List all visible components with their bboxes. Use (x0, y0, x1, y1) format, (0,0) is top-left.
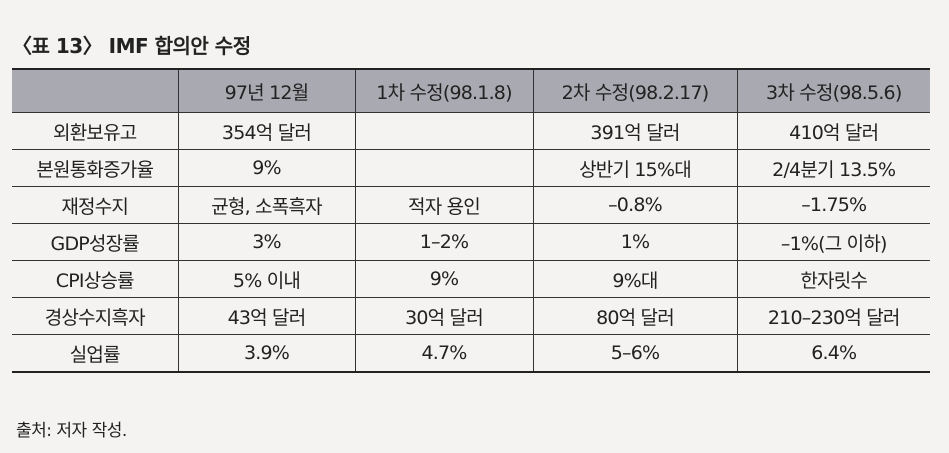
row-label: 본원통화증가율 (12, 149, 179, 187)
table-cell: 30억 달러 (354, 297, 534, 335)
column-header: 2차 수정(98.2.17) (532, 68, 738, 113)
table-row: GDP성장률 3% 1–2% 1% –1%(그 이하) (12, 223, 930, 261)
table-cell: 1% (532, 223, 738, 261)
table-row: 경상수지흑자 43억 달러 30억 달러 80억 달러 210–230억 달러 (12, 297, 930, 335)
table-cell: 2/4분기 13.5% (736, 149, 930, 187)
table-cell: 5% 이내 (177, 260, 356, 298)
table-cell: –1%(그 이하) (736, 223, 930, 261)
table-cell: 9% (354, 260, 534, 298)
row-label: CPI상승률 (12, 260, 179, 298)
header-row: 97년 12월 1차 수정(98.1.8) 2차 수정(98.2.17) 3차 수정(… (12, 68, 930, 113)
row-label: 재정수지 (12, 186, 179, 224)
table-cell: 5–6% (532, 334, 738, 373)
table-row: CPI상승률 5% 이내 9% 9%대 한자릿수 (12, 260, 930, 298)
row-label: 실업률 (12, 334, 179, 373)
table-cell: 354억 달러 (177, 112, 356, 150)
table-body: 외환보유고 354억 달러 391억 달러 410억 달러 본원통화증가율 9% 상반기 1… (12, 112, 930, 373)
column-header: 3차 수정(98.5.6) (736, 68, 930, 113)
table: 97년 12월 1차 수정(98.1.8) 2차 수정(98.2.17) 3차 수정(… (12, 68, 930, 373)
table-cell: 균형, 소폭흑자 (177, 186, 356, 224)
source-note: 출처: 저자 작성. (16, 421, 127, 441)
table-cell: 80억 달러 (532, 297, 738, 335)
table-cell: 3% (177, 223, 356, 261)
empty-cell (354, 149, 534, 187)
table-cell: –0.8% (532, 186, 738, 224)
table-cell: 한자릿수 (736, 260, 930, 298)
table-cell: 9%대 (532, 260, 738, 298)
table-cell: 1–2% (354, 223, 534, 261)
empty-cell (354, 112, 534, 150)
table-cell: 43억 달러 (177, 297, 356, 335)
table-cell: 상반기 15%대 (532, 149, 738, 187)
column-header: 97년 12월 (177, 68, 356, 113)
table-row: 실업률 3.9% 4.7% 5–6% 6.4% (12, 334, 930, 373)
row-label: 외환보유고 (12, 112, 179, 150)
table-row: 외환보유고 354억 달러 391억 달러 410억 달러 (12, 112, 930, 150)
column-header: 1차 수정(98.1.8) (354, 68, 534, 113)
table-cell: 410억 달러 (736, 112, 930, 150)
table-title: 〈표 13〉 IMF 합의안 수정 (12, 34, 251, 58)
corner-cell (12, 68, 179, 113)
table-cell: –1.75% (736, 186, 930, 224)
table-row: 재정수지 균형, 소폭흑자 적자 용인 –0.8% –1.75% (12, 186, 930, 224)
table-cell: 4.7% (354, 334, 534, 373)
row-label: 경상수지흑자 (12, 297, 179, 335)
table-row: 본원통화증가율 9% 상반기 15%대 2/4분기 13.5% (12, 149, 930, 187)
row-label: GDP성장률 (12, 223, 179, 261)
table-cell: 3.9% (177, 334, 356, 373)
table-cell: 210–230억 달러 (736, 297, 930, 335)
table-cell: 391억 달러 (532, 112, 738, 150)
table-cell: 적자 용인 (354, 186, 534, 224)
table-cell: 9% (177, 149, 356, 187)
table-cell: 6.4% (736, 334, 930, 373)
